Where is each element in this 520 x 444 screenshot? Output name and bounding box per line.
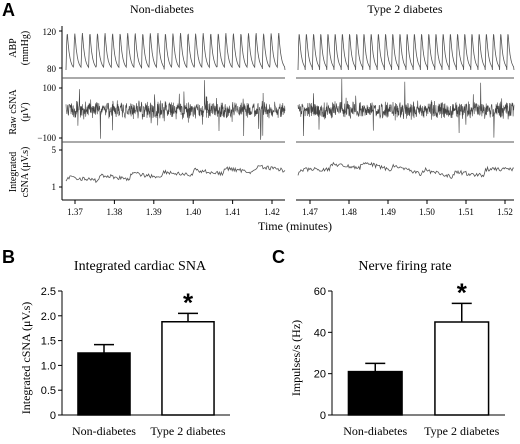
- y-tick-label: 40: [314, 327, 326, 339]
- panel-c-letter: C: [272, 247, 285, 267]
- y-tick-label: 2.0: [41, 311, 56, 323]
- raw-tick-bottom: −100: [37, 133, 56, 143]
- bar: [434, 321, 490, 416]
- panel-c: C Nerve firing rate Impulses/s (Hz) 0 20 4…: [272, 247, 505, 438]
- raw-tick-top: 100: [43, 83, 57, 93]
- panel-c-plot: 0 20 40 60 Non-diabetes Type 2 diabetes *: [314, 277, 505, 438]
- int-tick-top: 5: [52, 145, 57, 155]
- bar: [77, 352, 131, 416]
- raw-unit: (μV): [20, 102, 31, 121]
- bar: [347, 370, 403, 416]
- y-tick-label: 0: [50, 410, 56, 422]
- panel-a-traces: [65, 32, 515, 184]
- panel-a-separators: [62, 77, 514, 143]
- y-tick-label: 60: [314, 286, 326, 298]
- y-tick-label: 1.5: [41, 336, 56, 348]
- int-label: Integrated: [8, 152, 19, 193]
- int-tick-bottom: 1: [52, 182, 57, 192]
- category-label: Non-diabetes: [343, 424, 407, 438]
- abp-trace-right: [297, 34, 515, 71]
- x-tick-label-right: 1.49: [380, 207, 396, 217]
- panel-a: A Non-diabetes Type 2 diabetes ABP (mmHg…: [2, 0, 515, 233]
- x-tick-label-right: 1.51: [458, 207, 474, 217]
- abp-tick-bottom: 80: [47, 64, 57, 74]
- panel-b-ylabel: Integrated cSNA (μV.s): [19, 302, 33, 415]
- integrated-trace-left: [65, 164, 286, 184]
- abp-label: ABP: [8, 38, 19, 58]
- category-label: Type 2 diabetes: [424, 424, 499, 438]
- x-tick-label-left: 1.42: [264, 207, 280, 217]
- x-tick-label-left: 1.38: [107, 207, 123, 217]
- x-tick-label-right: 1.47: [302, 207, 318, 217]
- y-tick-label: 2.5: [41, 286, 56, 298]
- panel-a-xlabel: Time (minutes): [258, 219, 332, 233]
- x-tick-label-left: 1.39: [146, 207, 162, 217]
- x-tick-label-left: 1.41: [225, 207, 241, 217]
- panel-c-ylabel: Impulses/s (Hz): [289, 320, 303, 396]
- panel-c-title: Nerve firing rate: [358, 259, 451, 274]
- category-label: Non-diabetes: [72, 424, 136, 438]
- int-unit: cSNA (μV.s): [20, 147, 31, 198]
- bar: [161, 321, 215, 416]
- raw-trace-left: [65, 80, 286, 140]
- y-tick-label: 0.5: [41, 385, 56, 397]
- abp-unit: (mmHg): [20, 31, 31, 65]
- panel-b-plot: 0 0.5 1.0 1.5 2.0 2.5 Non-diabetes Type 2 diabe…: [41, 286, 230, 438]
- y-tick-label: 0: [320, 410, 326, 422]
- x-tick-label-left: 1.40: [185, 207, 201, 217]
- y-tick-label: 1.0: [41, 360, 56, 372]
- panel-a-letter: A: [2, 0, 15, 20]
- y-tick-label: 20: [314, 369, 326, 381]
- panel-b: B Integrated cardiac SNA Integrated cSNA…: [2, 247, 230, 438]
- abp-tick-top: 120: [43, 27, 57, 37]
- x-tick-label-right: 1.48: [341, 207, 357, 217]
- panel-a-right-title: Type 2 diabetes: [367, 2, 442, 16]
- integrated-trace-right: [297, 161, 514, 180]
- raw-label: Raw cSNA: [8, 89, 19, 135]
- panel-b-title: Integrated cardiac SNA: [74, 259, 207, 274]
- abp-trace-left: [65, 32, 286, 71]
- panel-a-axes: [59, 26, 63, 200]
- category-label: Type 2 diabetes: [150, 424, 225, 438]
- significance-star: *: [457, 277, 468, 307]
- panel-a-left-title: Non-diabetes: [130, 2, 194, 16]
- panel-a-x-ticks: 1.37 1.38 1.39 1.40 1.41 1.42 1.47 1.48 1.49 1.50…: [67, 200, 513, 217]
- panel-b-letter: B: [2, 247, 15, 267]
- x-tick-label-left: 1.37: [67, 207, 83, 217]
- significance-star: *: [183, 287, 194, 317]
- x-tick-label-right: 1.50: [419, 207, 435, 217]
- x-tick-label-right: 1.52: [497, 207, 513, 217]
- raw-trace-right: [297, 78, 515, 138]
